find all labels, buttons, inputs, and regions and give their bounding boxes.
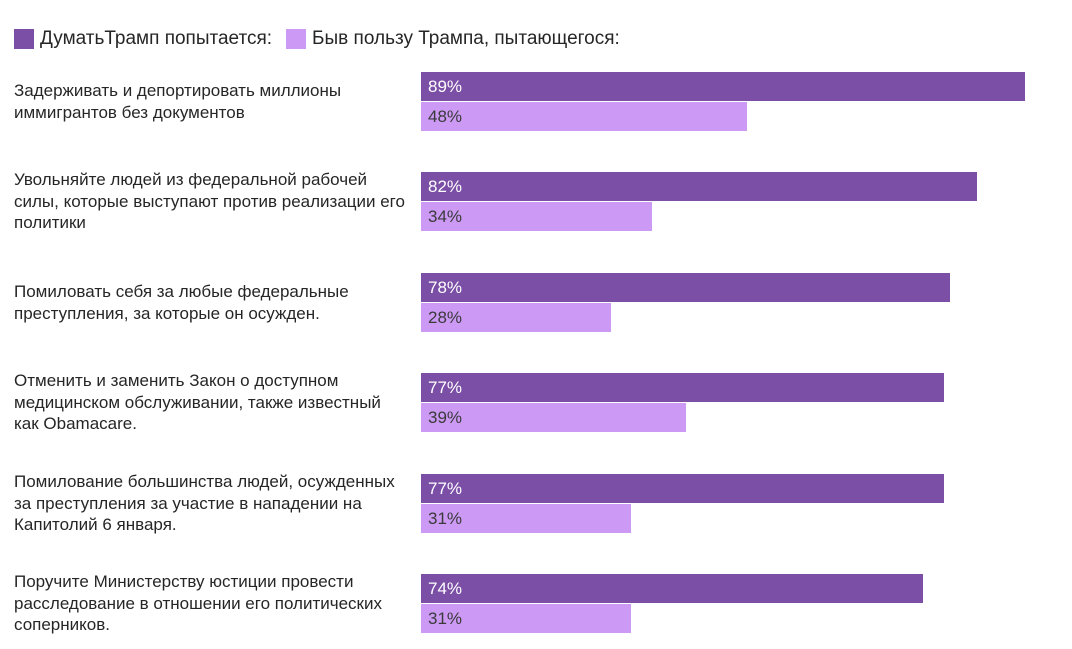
bar-series1 (421, 474, 944, 503)
bar-value-label: 89% (428, 77, 463, 96)
category-label: Задерживать и депортировать миллионы имм… (14, 81, 342, 122)
bar-series2 (421, 202, 652, 231)
bar-series1 (421, 273, 950, 302)
bar-value-label: 28% (428, 308, 463, 327)
legend-label-series1: ДуматьТрамп попытается: (40, 28, 273, 49)
legend-swatch-series2 (286, 29, 307, 49)
category-label: Поручите Министерству юстиции провести р… (14, 572, 382, 634)
bar-series2 (421, 303, 611, 332)
bar-series2 (421, 604, 631, 633)
bar-value-label: 77% (428, 479, 463, 498)
category-label: Помиловать себя за любые федеральные пре… (14, 282, 349, 323)
bar-value-label: 48% (428, 107, 463, 126)
legend-label-series2: Быв пользу Трампа, пытающегося: (312, 28, 620, 49)
category-label: Помилование большинства людей, осужденны… (14, 472, 395, 534)
bar-value-label: 31% (428, 509, 463, 528)
bar-series1 (421, 172, 977, 201)
bar-value-label: 74% (428, 579, 463, 598)
legend-item-series1: ДуматьТрамп попытается: (14, 28, 272, 50)
bar-value-label: 31% (428, 609, 463, 628)
bar-series1 (421, 72, 1025, 101)
bar-value-label: 78% (428, 278, 463, 297)
legend-item-series2: Быв пользу Трампа, пытающегося: (286, 28, 620, 50)
bar-series2 (421, 403, 686, 432)
bar-value-label: 77% (428, 378, 463, 397)
bar-series2 (421, 102, 747, 131)
bar-value-label: 82% (428, 177, 463, 196)
legend: ДуматьТрамп попытается: Быв пользу Трамп… (14, 26, 634, 52)
bar-value-label: 34% (428, 207, 463, 226)
bar-value-label: 39% (428, 408, 463, 427)
category-label: Отменить и заменить Закон о доступном ме… (14, 371, 381, 433)
category-label: Увольняйте людей из федеральной рабочей … (14, 170, 405, 232)
bar-series1 (421, 373, 944, 402)
bar-series2 (421, 504, 631, 533)
bar-series1 (421, 574, 923, 603)
legend-swatch-series1 (14, 29, 34, 49)
